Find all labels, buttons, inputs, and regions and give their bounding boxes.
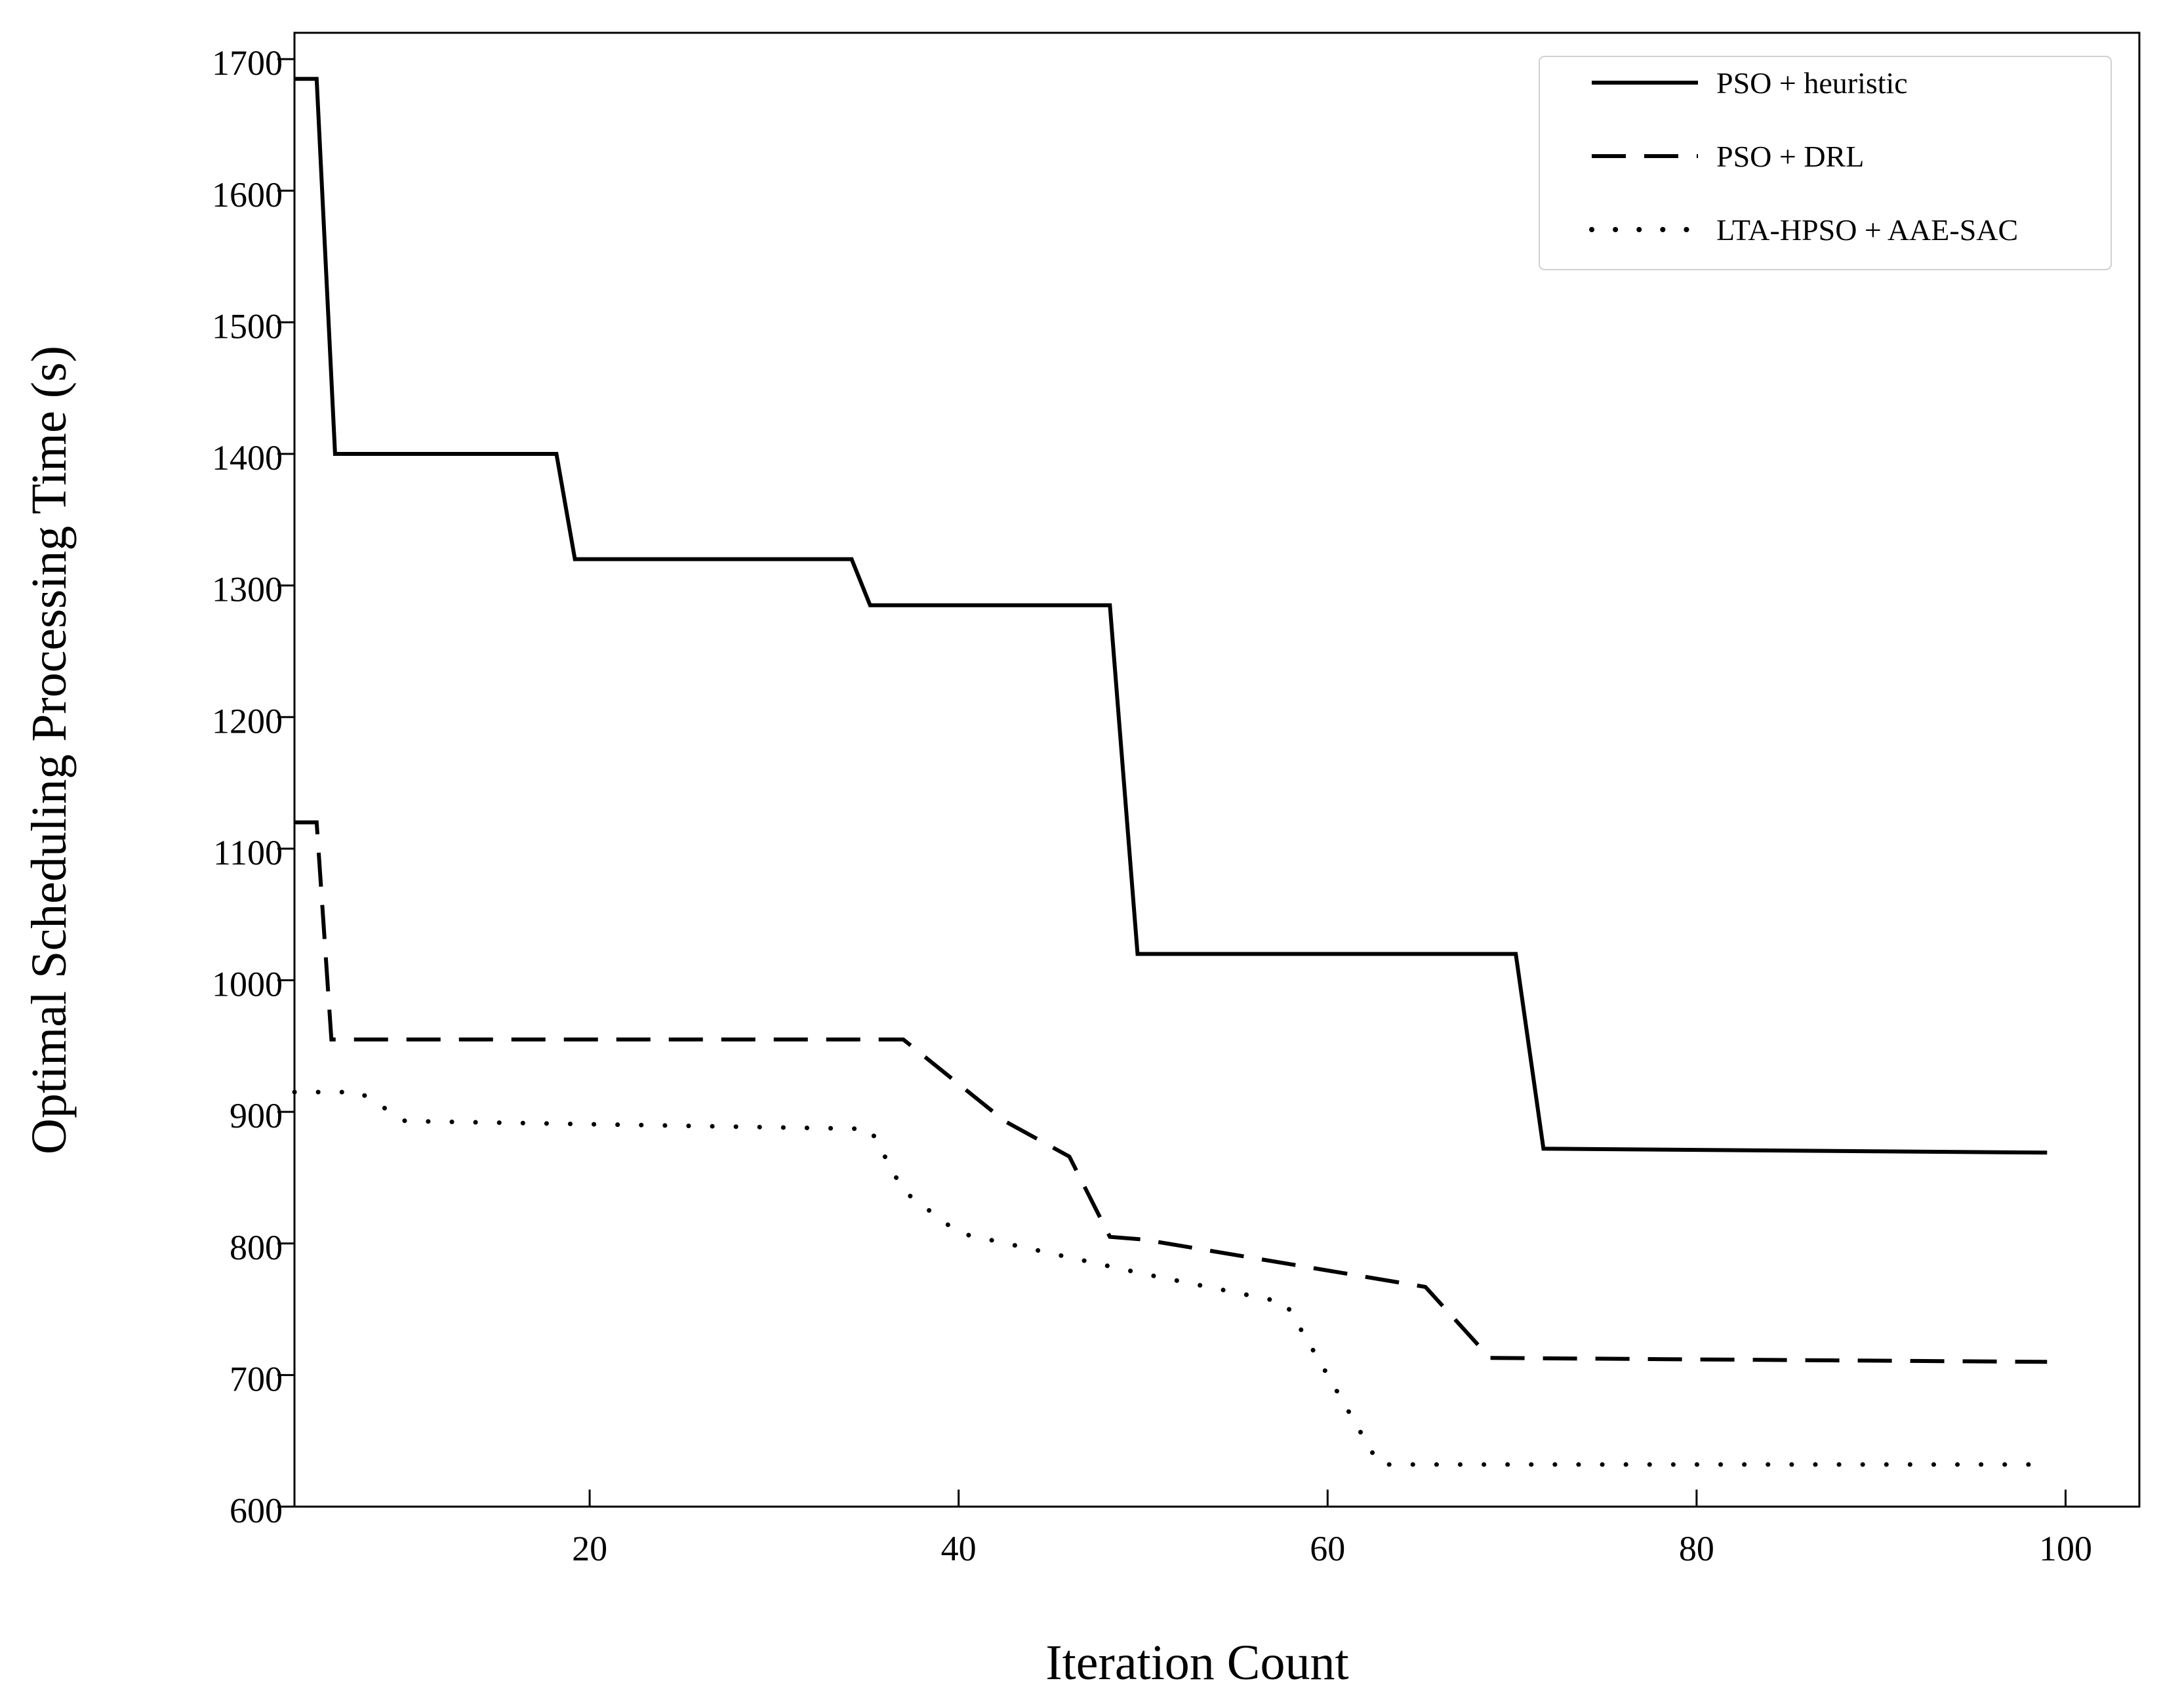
x-tick-label-60: 60: [1310, 1529, 1345, 1568]
x-tick-label-40: 40: [941, 1529, 977, 1568]
series-lines: [292, 77, 2050, 1467]
y-tick-label-1100: 1100: [213, 833, 283, 872]
y-tick-label-1000: 1000: [212, 965, 283, 1004]
legend-label-lta-hpso-aae-sac: LTA-HPSO + AAE-SAC: [1716, 213, 2018, 247]
x-tick-label-20: 20: [572, 1529, 607, 1568]
x-axis-title: Iteration Count: [1045, 1635, 1348, 1690]
legend-label-pso-heuristic: PSO + heuristic: [1716, 66, 1908, 100]
y-tick-label-1400: 1400: [212, 438, 283, 478]
x-tick-label-100: 100: [2039, 1529, 2092, 1568]
legend-label-pso-drl: PSO + DRL: [1716, 140, 1864, 173]
axis-ticks: 600 700 800 900 1000 1100 1200 1300 1400 1500 1600…: [212, 43, 2092, 1568]
series-line-pso-drl: [294, 820, 2048, 1364]
y-tick-label-900: 900: [230, 1096, 283, 1135]
y-tick-label-700: 700: [230, 1359, 283, 1398]
plot-area-border: [293, 31, 2141, 1508]
y-tick-label-1200: 1200: [212, 701, 283, 741]
y-tick-label-1500: 1500: [212, 306, 283, 346]
y-tick-label-800: 800: [230, 1228, 283, 1267]
y-tick-label-600: 600: [230, 1491, 283, 1530]
y-tick-label-1300: 1300: [212, 570, 283, 609]
plot-frame: [293, 31, 2141, 1508]
series-line-pso-heuristic: [294, 77, 2048, 1155]
y-tick-label-1700: 1700: [212, 43, 283, 83]
legend: PSO + heuristic PSO + DRL LTA-HPSO + AAE-S…: [1539, 56, 2112, 270]
y-axis-title: Optimal Scheduling Processing Time (s): [22, 346, 77, 1154]
y-tick-label-1600: 1600: [212, 175, 283, 214]
x-tick-label-80: 80: [1679, 1529, 1714, 1568]
legend-box: [1539, 56, 2112, 270]
